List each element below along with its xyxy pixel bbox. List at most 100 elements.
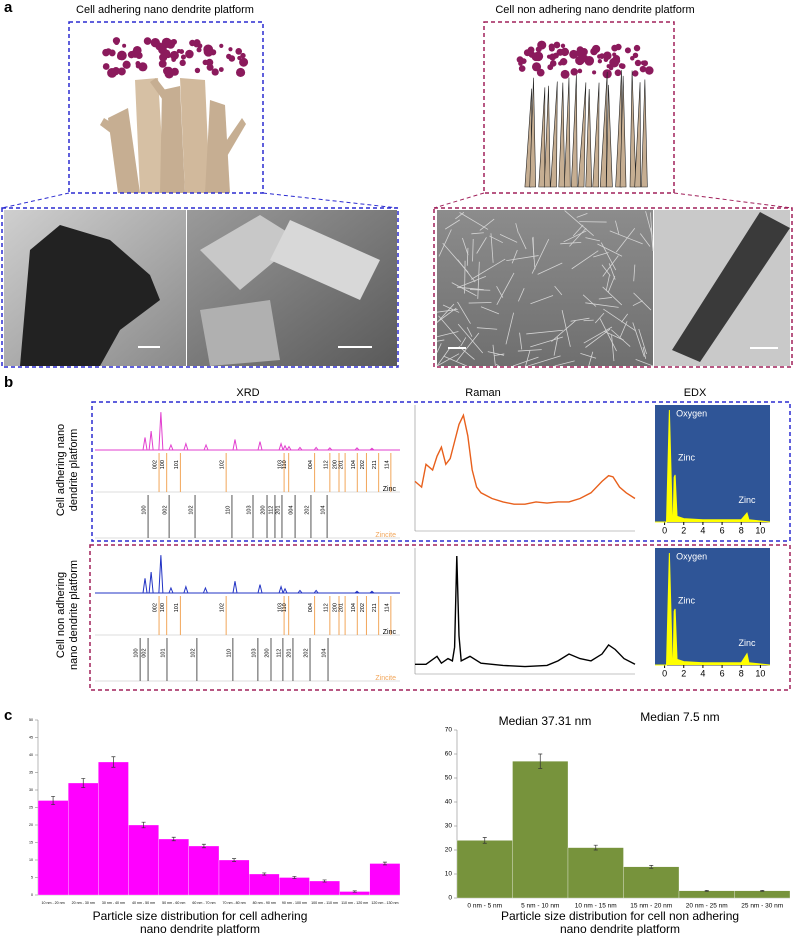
peak-label: 104 xyxy=(351,460,357,469)
fiber xyxy=(572,224,584,237)
fiber xyxy=(530,336,563,348)
bar xyxy=(218,859,250,896)
fiber xyxy=(527,355,561,367)
nanoparticle xyxy=(162,66,172,76)
chart-title: Median 7.5 nm xyxy=(640,710,719,724)
chart-title: Median 37.31 nm xyxy=(499,714,592,728)
fiber xyxy=(554,360,575,367)
column-title: Raman xyxy=(465,387,500,399)
micrograph-feature xyxy=(200,215,300,290)
x-tick-label: 0 xyxy=(662,668,667,678)
fiber xyxy=(442,242,469,273)
nanoparticle xyxy=(613,57,621,65)
peak-label: 102 xyxy=(220,603,226,612)
nanoparticle xyxy=(536,68,545,77)
xrd-peak xyxy=(142,437,148,451)
fiber xyxy=(649,212,654,251)
peak-label: 112 xyxy=(323,460,329,469)
fiber xyxy=(515,223,519,234)
nanoparticle xyxy=(639,65,647,73)
bar xyxy=(456,840,513,899)
fiber xyxy=(444,219,461,230)
bar xyxy=(567,847,624,899)
panel-label: c xyxy=(4,707,12,724)
xrd-peak xyxy=(282,444,288,451)
x-tick-label: 5 nm - 10 nm xyxy=(521,903,559,910)
xrd-peak xyxy=(183,585,189,594)
fiber xyxy=(582,294,597,307)
nanoparticle xyxy=(117,67,126,76)
x-tick-label: 10 xyxy=(755,525,765,535)
nanorod xyxy=(570,74,578,188)
peak-label: 002 xyxy=(153,603,159,612)
nanoparticle xyxy=(632,52,639,59)
fiber xyxy=(531,239,550,274)
peak-label: 201 xyxy=(286,648,292,657)
fiber xyxy=(593,252,609,258)
fiber xyxy=(512,356,539,367)
fiber xyxy=(571,250,599,270)
fiber xyxy=(603,308,636,332)
peak-label: 104 xyxy=(351,603,357,612)
xrd-peak xyxy=(168,586,174,594)
error-bar xyxy=(760,889,765,892)
nanorod xyxy=(629,70,637,188)
nanoparticle xyxy=(531,62,542,72)
x-tick-label: 60 nm - 70 nm xyxy=(192,901,215,905)
nanorod xyxy=(550,81,558,188)
illustration xyxy=(100,78,246,193)
nanoparticle xyxy=(170,39,177,46)
nanoparticle xyxy=(523,49,531,57)
bar xyxy=(678,890,735,899)
nanoparticle xyxy=(624,47,631,54)
dendrite xyxy=(135,78,165,193)
nanoparticle xyxy=(576,48,585,57)
nanoparticle xyxy=(189,39,196,47)
fiber xyxy=(496,272,515,306)
x-tick-label: 4 xyxy=(700,668,705,678)
bar xyxy=(68,782,99,896)
micrograph-feature xyxy=(270,220,380,300)
peak-label: 200 xyxy=(264,648,270,657)
nanoparticle xyxy=(608,65,614,71)
x-tick-label: 20 nm - 30 nm xyxy=(72,901,95,905)
peak-label: 202 xyxy=(360,460,366,469)
fiber xyxy=(436,307,457,323)
error-bar xyxy=(141,821,146,829)
fiber xyxy=(599,318,617,352)
x-tick-label: 40 nm - 50 nm xyxy=(132,901,155,905)
nanorod xyxy=(599,71,608,188)
x-axis-label: Particle size distribution for cell non … xyxy=(501,909,739,923)
error-bar xyxy=(111,756,116,768)
fiber xyxy=(526,329,563,335)
fiber xyxy=(519,332,523,350)
row-title: Cell adhering nano xyxy=(55,424,67,516)
fiber xyxy=(511,249,518,264)
fiber xyxy=(477,261,480,299)
connector xyxy=(262,192,399,209)
y-tick-label: 35 xyxy=(29,770,33,774)
nanoparticle xyxy=(603,51,612,60)
panel-title: Cell non adhering nano dendrite platform xyxy=(495,4,694,16)
bar xyxy=(734,890,791,899)
y-tick-label: 50 xyxy=(29,718,33,722)
nanorod xyxy=(577,82,587,188)
fiber xyxy=(518,233,527,250)
nanorod xyxy=(558,82,566,188)
fiber xyxy=(456,332,480,362)
xrd-peak xyxy=(257,584,263,594)
nanoparticle xyxy=(211,68,219,76)
nanoparticle xyxy=(560,43,566,49)
fiber xyxy=(621,313,629,323)
peak-label: 103 xyxy=(278,460,284,469)
fiber xyxy=(633,292,652,311)
x-tick-label: 30 nm - 40 nm xyxy=(102,901,125,905)
fiber xyxy=(609,230,643,245)
y-tick-label: 25 xyxy=(29,805,33,809)
nanoparticle xyxy=(218,67,224,72)
fiber xyxy=(487,351,505,356)
y-tick-label: 30 xyxy=(445,823,453,830)
nanoparticle xyxy=(132,45,142,55)
fiber xyxy=(611,335,615,362)
nanoparticle xyxy=(155,42,164,51)
